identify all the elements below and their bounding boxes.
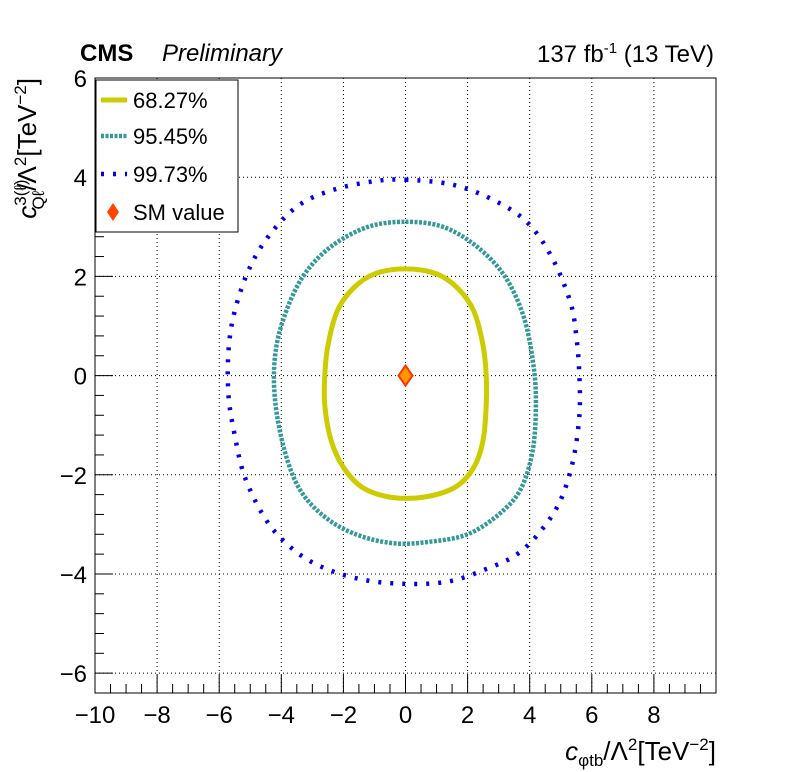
contour-9973 xyxy=(225,177,583,587)
legend-box xyxy=(95,79,239,233)
x-tick-label: 4 xyxy=(523,702,536,729)
x-tick-label: −6 xyxy=(206,702,233,729)
contour-6827 xyxy=(321,266,490,501)
lumi-value: 137 fb xyxy=(536,41,604,68)
y-tick-label: 4 xyxy=(74,165,87,192)
y-tick-label: −6 xyxy=(60,661,87,688)
legend-label: 95.45% xyxy=(133,124,208,149)
y-tick-label: −4 xyxy=(60,562,87,589)
contour-9545 xyxy=(271,219,539,546)
legend-label: SM value xyxy=(133,200,225,225)
y-tick-label: 2 xyxy=(74,264,87,291)
x-tick-label: 8 xyxy=(647,702,660,729)
x-tick-label: −2 xyxy=(330,702,357,729)
x-tick-label: −4 xyxy=(268,702,295,729)
lumi-energy: (13 TeV) xyxy=(617,41,714,68)
lumi-exponent: -1 xyxy=(603,40,618,57)
x-tick-label: 2 xyxy=(461,702,474,729)
status-label: Preliminary xyxy=(162,40,283,67)
legend-label: 68.27% xyxy=(133,88,208,113)
x-tick-label: −8 xyxy=(143,702,170,729)
x-axis-title: cφtb/Λ2[TeV−2] xyxy=(565,735,716,770)
y-axis-title: c3(ℓ)Qℓ/Λ2[TeV−2] xyxy=(11,78,48,219)
y-tick-label: 0 xyxy=(74,364,87,391)
y-tick-label: −2 xyxy=(60,463,87,490)
legend-label: 99.73% xyxy=(133,162,208,187)
x-tick-label: 0 xyxy=(399,702,412,729)
legend-swatch-sm xyxy=(107,203,119,221)
experiment-label: CMS xyxy=(80,40,134,67)
x-tick-label: −10 xyxy=(75,702,116,729)
luminosity-label: 137 fb-1 (13 TeV) xyxy=(537,40,714,69)
sm-value-marker xyxy=(397,363,414,388)
y-tick-label: 6 xyxy=(74,66,87,93)
x-tick-label: 6 xyxy=(585,702,598,729)
